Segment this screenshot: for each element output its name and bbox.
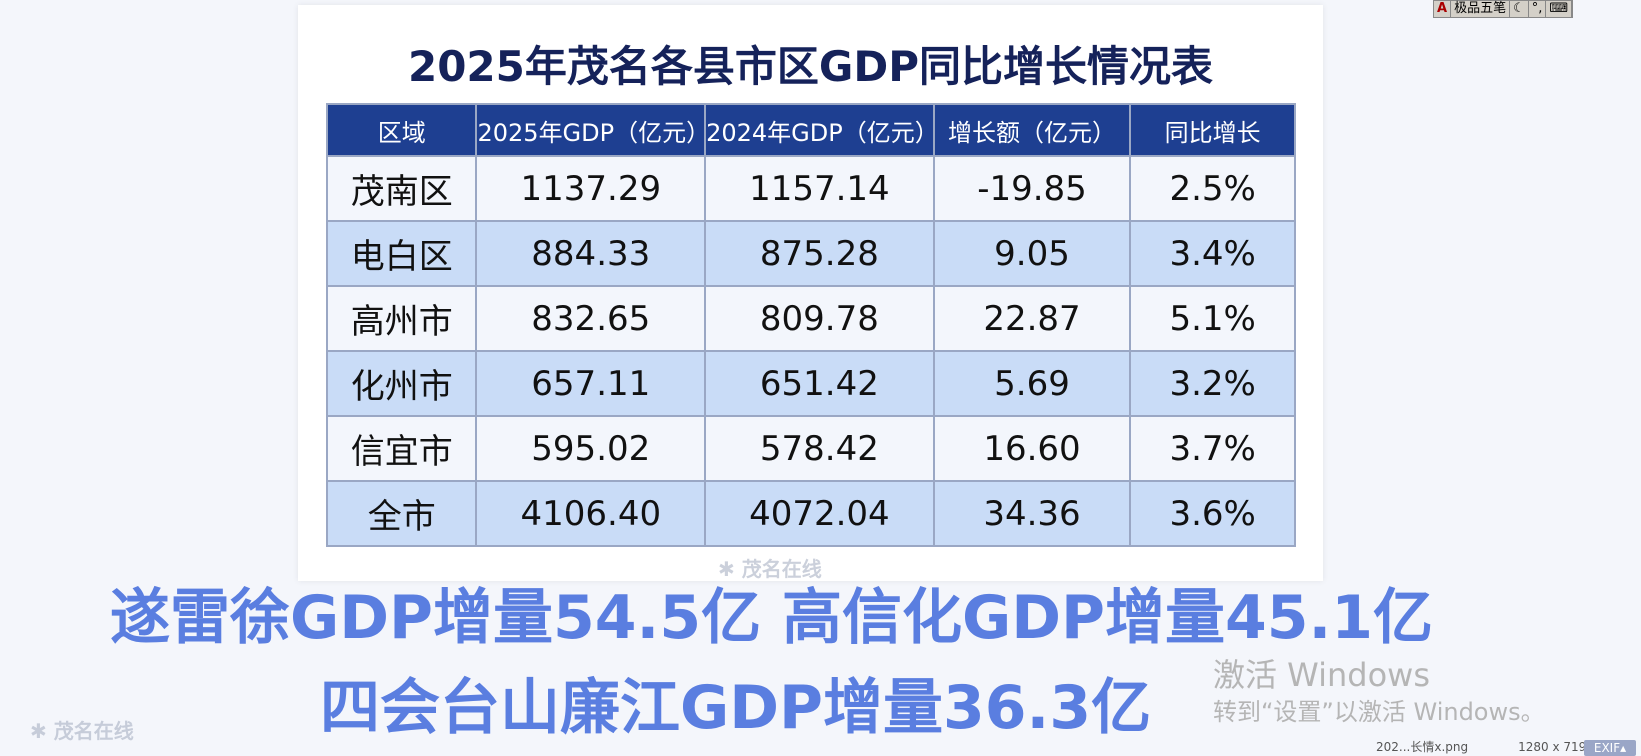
table-row: 电白区 884.33 875.28 9.05 3.4%	[325, 220, 1296, 287]
ime-name[interactable]: 极品五笔	[1451, 1, 1511, 17]
table-cell: 5.69	[932, 350, 1132, 417]
column-header: 2024年GDP（亿元）	[704, 103, 939, 157]
table-row: 高州市 832.65 809.78 22.87 5.1%	[325, 285, 1296, 352]
table-cell: 884.33	[475, 220, 707, 287]
column-header: 2025年GDP（亿元）	[475, 103, 710, 157]
ime-mode-icon[interactable]: A	[1434, 1, 1452, 17]
table-cell: 22.87	[932, 285, 1132, 352]
column-header: 同比增长	[1129, 103, 1296, 157]
column-header: 增长额（亿元）	[932, 103, 1132, 157]
table-header-row: 区域 2025年GDP（亿元） 2024年GDP（亿元） 增长额（亿元） 同比增长	[325, 103, 1296, 157]
table-row: 全市 4106.40 4072.04 34.36 3.6%	[325, 480, 1296, 547]
caption-line-2: 四会台山廉江GDP增量36.3亿	[320, 673, 1152, 743]
punctuation-icon[interactable]: °,	[1529, 1, 1547, 17]
table-row: 化州市 657.11 651.42 5.69 3.2%	[325, 350, 1296, 417]
table-cell: 全市	[325, 480, 478, 547]
table-cell: -19.85	[932, 155, 1132, 222]
table-cell: 1157.14	[704, 155, 935, 222]
activation-subtitle: 转到“设置”以激活 Windows。	[1213, 698, 1545, 726]
table-cell: 4072.04	[704, 480, 935, 547]
status-filename: 202...长情x.png	[1376, 740, 1469, 754]
table-cell: 2.5%	[1129, 155, 1296, 222]
table-cell: 电白区	[325, 220, 478, 287]
table-cell: 化州市	[325, 350, 478, 417]
table-cell: 809.78	[704, 285, 935, 352]
table-row: 信宜市 595.02 578.42 16.60 3.7%	[325, 415, 1296, 482]
table-cell: 651.42	[704, 350, 935, 417]
table-title: 2025年茂名各县市区GDP同比增长情况表	[407, 42, 1213, 91]
gdp-table: 区域 2025年GDP（亿元） 2024年GDP（亿元） 增长额（亿元） 同比增长 茂南…	[325, 103, 1296, 547]
keyboard-icon[interactable]: ⌨	[1546, 1, 1573, 17]
table-cell: 657.11	[475, 350, 707, 417]
table-cell: 5.1%	[1129, 285, 1296, 352]
table-cell: 832.65	[475, 285, 707, 352]
moon-icon[interactable]: ☾	[1510, 1, 1529, 17]
table-cell: 高州市	[325, 285, 478, 352]
table-cell: 3.2%	[1129, 350, 1296, 417]
table-cell: 16.60	[932, 415, 1132, 482]
table-cell: 3.7%	[1129, 415, 1296, 482]
table-cell: 578.42	[704, 415, 935, 482]
status-bar: 202...长情x.png 1280 x 719	[1376, 740, 1586, 754]
table-row: 茂南区 1137.29 1157.14 -19.85 2.5%	[325, 155, 1296, 222]
watermark-logo: ✱ 茂名在线	[718, 557, 822, 581]
exif-button[interactable]: EXIF▴	[1584, 740, 1636, 756]
table-cell: 4106.40	[475, 480, 707, 547]
activation-title: 激活 Windows	[1213, 656, 1431, 694]
table-cell: 3.6%	[1129, 480, 1296, 547]
table-cell: 875.28	[704, 220, 935, 287]
table-cell: 34.36	[932, 480, 1132, 547]
column-header: 区域	[325, 103, 478, 157]
table-cell: 茂南区	[325, 155, 478, 222]
table-cell: 9.05	[932, 220, 1132, 287]
watermark-logo-bottom: ✱ 茂名在线	[30, 719, 134, 743]
table-cell: 信宜市	[325, 415, 478, 482]
table-cell: 1137.29	[475, 155, 707, 222]
table-cell: 595.02	[475, 415, 707, 482]
image-content: 2025年茂名各县市区GDP同比增长情况表 区域 2025年GDP（亿元） 2024…	[298, 5, 1323, 581]
table-cell: 3.4%	[1129, 220, 1296, 287]
caption-line-1: 遂雷徐GDP增量54.5亿 高信化GDP增量45.1亿	[110, 583, 1434, 653]
status-dimensions: 1280 x 719	[1518, 740, 1587, 754]
ime-toolbar[interactable]: A 极品五笔 ☾ °, ⌨	[1433, 0, 1574, 18]
